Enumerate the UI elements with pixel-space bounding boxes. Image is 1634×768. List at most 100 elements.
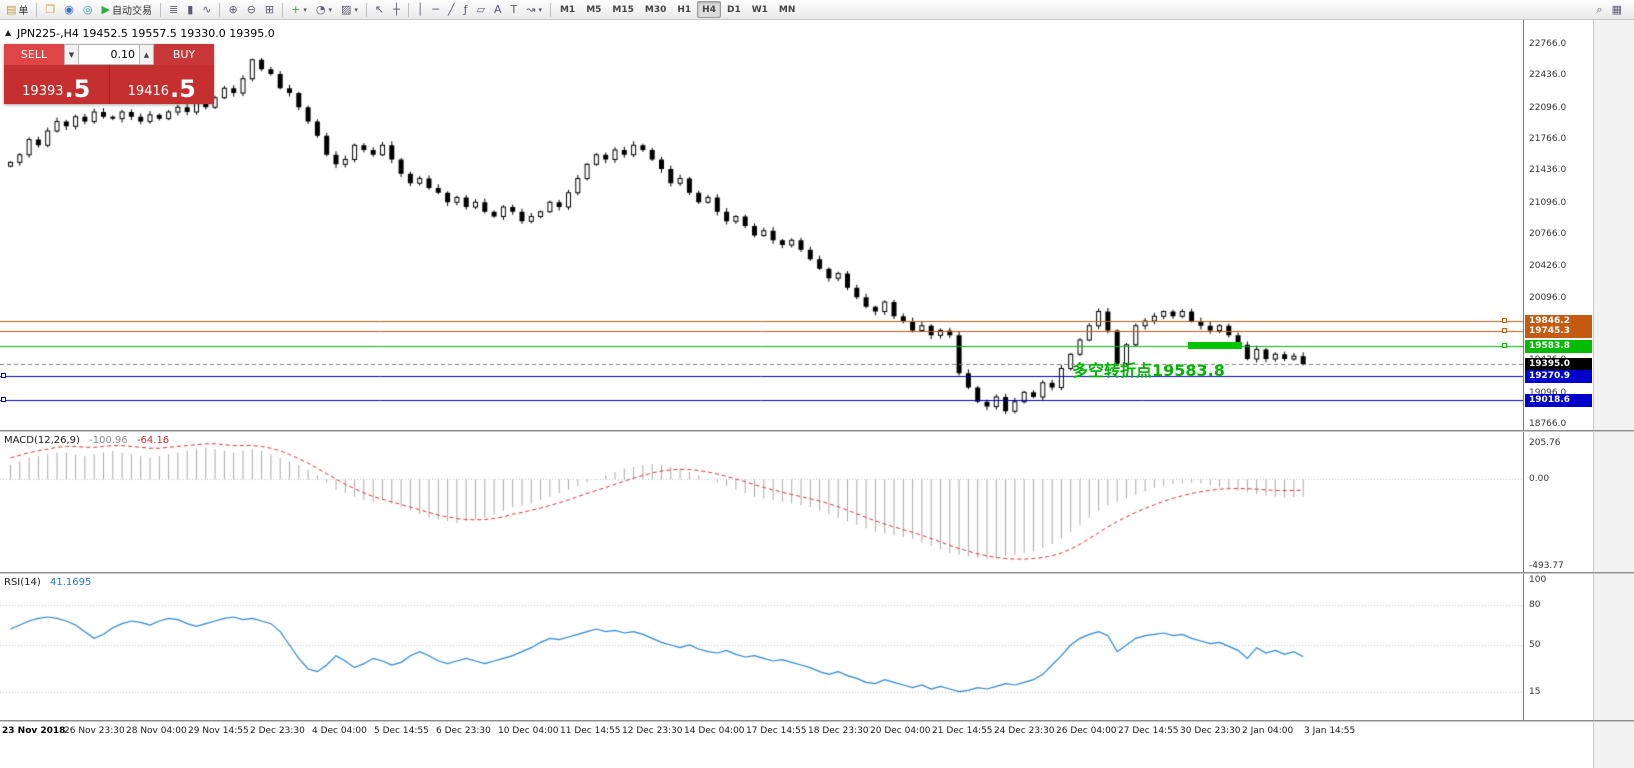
hline-button[interactable]: ─	[428, 1, 443, 18]
sell-price-display[interactable]: 19393 .5	[4, 65, 109, 104]
rsi-panel[interactable]: RSI(14) 41.1695	[0, 574, 1523, 720]
price-axis[interactable]: 22766.0 22436.0 22096.0 21766.0 21436.0 21096…	[1524, 20, 1594, 430]
time-axis[interactable]: 23 Nov 2018 26 Nov 23:30 28 Nov 04:00 29 No…	[0, 722, 1593, 746]
buy-button[interactable]: BUY	[154, 44, 214, 65]
hline-handle[interactable]	[1502, 318, 1507, 324]
trend-segment[interactable]	[1188, 342, 1242, 349]
candlestick-button[interactable]: ▮	[183, 1, 197, 18]
price-line-label-box[interactable]: 19018.6	[1525, 394, 1592, 407]
price-line-label-box[interactable]: 19745.3	[1525, 324, 1592, 338]
timeframe-mn-button[interactable]: MN	[778, 4, 796, 15]
buy-price-display[interactable]: 19416 .5	[110, 65, 215, 104]
terminal-button[interactable]: ◎	[79, 1, 97, 18]
bars-icon: ≣	[168, 3, 179, 16]
time-axis-label: 2 Dec 23:30	[250, 726, 305, 736]
price-line-label-box[interactable]: 19583.8	[1525, 340, 1592, 354]
crosshair-button[interactable]: ┼	[389, 1, 404, 18]
market-watch-button[interactable]: ❒	[41, 1, 59, 18]
arrows-button[interactable]: ↝ ▾	[522, 1, 546, 18]
zoom-in-icon: ⊕	[228, 3, 238, 16]
timeframe-m5-button[interactable]: M5	[586, 4, 602, 15]
macd-canvas[interactable]	[0, 432, 1523, 572]
template-button[interactable]: ▨ ▾	[337, 1, 362, 18]
macd-panel[interactable]: MACD(12,26,9) -100.96 -64.16	[0, 432, 1523, 572]
textlabel-button[interactable]: T	[507, 1, 522, 18]
magnifier-icon: ⌕	[1596, 3, 1603, 16]
trendline-button[interactable]: ╱	[444, 1, 459, 18]
zoom-in-button[interactable]: ⊕	[224, 1, 241, 18]
cursor-button[interactable]: ↖	[371, 1, 388, 18]
timeframe-m30-button[interactable]: M30	[644, 4, 667, 15]
toolbar-separator	[159, 2, 161, 17]
price-chart-panel[interactable]: ▲ JPN225-,H4 19452.5 19557.5 19330.0 193…	[0, 20, 1523, 430]
indicators-button[interactable]: + ▾	[287, 1, 311, 18]
rsi-axis[interactable]: 100 80 50 15	[1524, 574, 1594, 720]
chevron-down-icon: ▾	[354, 5, 358, 14]
hline-handle[interactable]	[1502, 343, 1507, 349]
volume-input[interactable]: 0.10	[79, 44, 139, 65]
rsi-label: RSI(14) 41.1695	[4, 577, 91, 588]
timeframe-h1-button[interactable]: H1	[677, 4, 692, 15]
bar-chart-button[interactable]: ≣	[165, 1, 182, 18]
panel-separator[interactable]	[0, 720, 1634, 722]
price-chart-canvas[interactable]	[0, 20, 1523, 430]
pivot-annotation-text[interactable]: 多空转折点19583.8	[1072, 361, 1225, 380]
line-chart-button[interactable]: ∿	[198, 1, 215, 18]
zoom-out-button[interactable]: ⊖	[243, 1, 260, 18]
volume-up-button[interactable]: ▲	[139, 44, 154, 65]
timeframe-d1-button[interactable]: D1	[726, 4, 741, 15]
toolbar-separator	[549, 2, 551, 17]
chevron-down-icon: ▼	[68, 50, 75, 59]
trendline-icon: ╱	[448, 3, 455, 16]
volume-dropdown-button[interactable]: ▼	[64, 44, 79, 65]
time-axis-label: 12 Dec 23:30	[622, 726, 683, 736]
timeframe-h4-button[interactable]: H4	[697, 1, 721, 18]
toolbar-separator	[219, 2, 221, 17]
autotrading-button[interactable]: ▶ 自动交易	[98, 1, 156, 18]
clock-icon: ◔	[315, 3, 326, 16]
price-line-label-box[interactable]: 19395.0	[1525, 358, 1592, 372]
market-watch-icon: ❒	[45, 3, 56, 16]
navigator-button[interactable]: ◉	[60, 1, 78, 18]
text-button[interactable]: A	[490, 1, 506, 18]
trade-panel-collapse-arrow[interactable]: ▲	[5, 28, 12, 37]
chevron-down-icon: ▾	[328, 5, 332, 14]
period-button[interactable]: ◔ ▾	[312, 1, 336, 18]
fibonacci-icon: ƒ	[463, 3, 468, 16]
time-axis-label: 26 Dec 04:00	[1056, 726, 1117, 736]
terminal-icon: ◎	[82, 3, 93, 16]
ask-price-pips: .5	[170, 75, 196, 103]
price-scale-label: 22436.0	[1529, 70, 1567, 81]
price-scale-column[interactable]: 22766.0 22436.0 22096.0 21766.0 21436.0 21096…	[1523, 20, 1593, 722]
new-order-button[interactable]: ▤ 单	[2, 1, 32, 18]
new-chart-button[interactable]: ▦	[1608, 1, 1626, 18]
hline-handle[interactable]	[1, 373, 6, 379]
time-axis-label: 6 Dec 23:30	[436, 726, 491, 736]
chart-ohlc-title: JPN225-,H4 19452.5 19557.5 19330.0 19395…	[17, 27, 275, 40]
timeframe-m15-button[interactable]: M15	[612, 4, 634, 15]
panel-separator[interactable]	[0, 430, 1634, 432]
sell-button[interactable]: SELL	[4, 44, 64, 65]
hline-handle[interactable]	[1502, 327, 1507, 333]
panel-separator[interactable]	[0, 572, 1634, 574]
vline-button[interactable]: │	[413, 1, 428, 18]
chevron-down-icon: ▾	[303, 5, 307, 14]
timeframe-m1-button[interactable]: M1	[559, 4, 576, 15]
crosshair-icon: ┼	[393, 3, 400, 16]
text-icon: A	[493, 3, 502, 16]
fibonacci-button[interactable]: ƒ	[460, 1, 472, 18]
price-line-label-box[interactable]: 19270.9	[1525, 370, 1592, 384]
hline-icon: ─	[432, 3, 439, 16]
arrows-icon: ↝	[526, 3, 536, 16]
toolbar: ▤ 单 ❒ ◉ ◎ ▶ 自动交易 ≣ ▮ ∿ ⊕ ⊖ ⊞ + ▾ ◔ ▾ ▨ ▾ ↖ ┼ │ ─ ╱ ƒ ▱ A T ↝ ▾ M1 M5 M15…	[0, 0, 1634, 20]
price-scale-label: 22766.0	[1529, 39, 1567, 49]
shapes-button[interactable]: ▱	[473, 1, 489, 18]
macd-scale-label: 0.00	[1529, 474, 1550, 484]
symbol-search-button[interactable]: ⌕	[1592, 1, 1606, 18]
timeframe-w1-button[interactable]: W1	[751, 4, 768, 15]
macd-axis[interactable]: 205.76 0.00 -493.77	[1524, 432, 1594, 572]
tile-windows-button[interactable]: ⊞	[261, 1, 278, 18]
hline-handle[interactable]	[1, 397, 6, 402]
navigator-icon: ◉	[64, 3, 74, 16]
rsi-canvas[interactable]	[0, 574, 1523, 720]
